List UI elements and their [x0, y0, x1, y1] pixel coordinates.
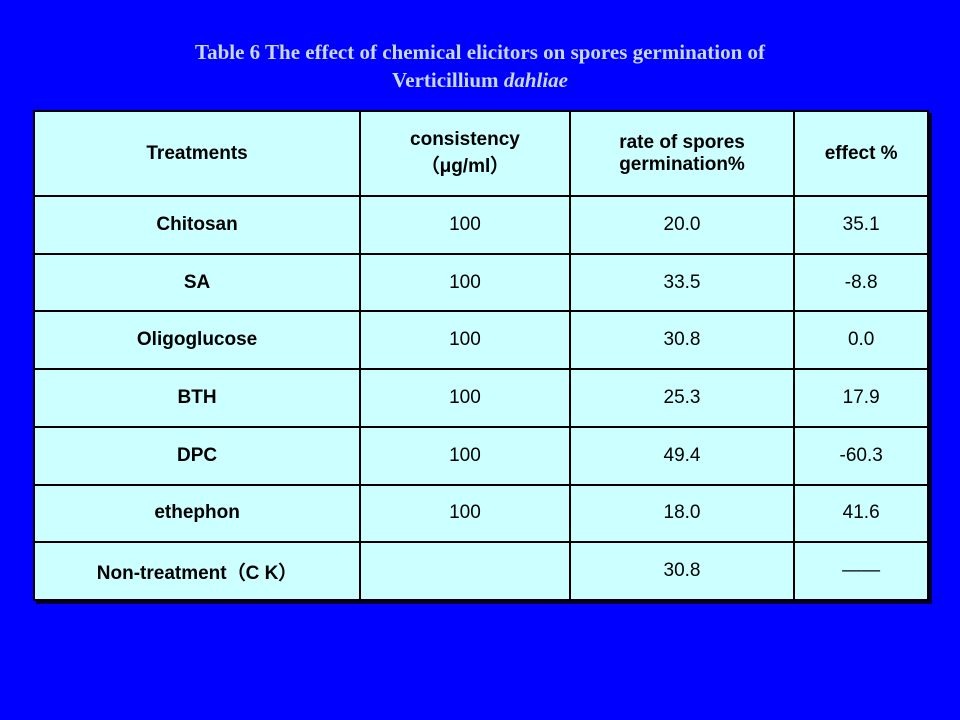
cell: 0.0: [793, 310, 929, 371]
row-label: Oligoglucose: [32, 310, 362, 371]
cell: 100: [359, 195, 571, 255]
header-cell: Treatments: [32, 109, 362, 198]
cell: -8.8: [793, 252, 929, 313]
table-row: Non-treatment（C K） 30.8 ——: [32, 541, 929, 601]
header-cell: effect %: [793, 109, 929, 198]
cell: 20.0: [568, 195, 796, 255]
row-label: SA: [32, 252, 362, 313]
header-cell: consistency （μg/ml）: [359, 109, 571, 198]
row-label: DPC: [32, 425, 362, 486]
cell: 41.6: [793, 483, 929, 544]
title-line1: Table 6 The effect of chemical elicitors…: [194, 40, 766, 64]
cell: -60.3: [793, 425, 929, 486]
cell: 35.1: [793, 195, 929, 255]
cell: 30.8: [568, 310, 796, 371]
table-row: BTH 100 25.3 17.9: [32, 368, 929, 428]
header-row: Treatments consistency （μg/ml） rate of spo…: [32, 109, 929, 198]
cell: 49.4: [568, 425, 796, 486]
row-label: Chitosan: [32, 195, 362, 255]
cell: 100: [359, 252, 571, 313]
title-genus: Verticillium: [392, 68, 499, 92]
cell: 100: [359, 368, 571, 428]
table-row: Chitosan 100 20.0 35.1: [32, 195, 929, 255]
cell: 33.5: [568, 252, 796, 313]
cell: 17.9: [793, 368, 929, 428]
cell: 100: [359, 310, 571, 371]
cell: 25.3: [568, 368, 796, 428]
cell: ——: [793, 541, 929, 601]
cell: [359, 541, 571, 601]
header-cell: rate of spores germination%: [568, 109, 796, 198]
table-row: SA 100 33.5 -8.8: [32, 252, 929, 313]
row-label: BTH: [32, 368, 362, 428]
cell: 30.8: [568, 541, 796, 601]
title-species: dahliae: [503, 68, 568, 92]
cell: 18.0: [568, 483, 796, 544]
cell: 100: [359, 483, 571, 544]
title: Table 6 The effect of chemical elicitors…: [0, 38, 960, 94]
row-label: ethephon: [32, 483, 362, 544]
data-table: Treatments consistency （μg/ml） rate of spo…: [32, 109, 929, 601]
table-row: Oligoglucose 100 30.8 0.0: [32, 310, 929, 371]
cell: 100: [359, 425, 571, 486]
table-row: ethephon 100 18.0 41.6: [32, 483, 929, 544]
row-label: Non-treatment（C K）: [32, 541, 362, 601]
table-row: DPC 100 49.4 -60.3: [32, 425, 929, 486]
